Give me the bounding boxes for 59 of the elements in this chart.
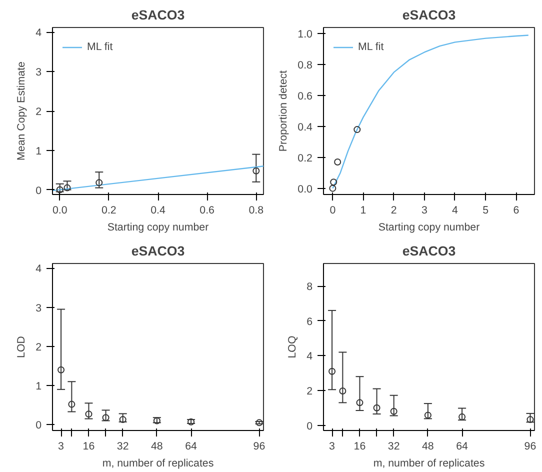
x-tick-label: 3 [329,440,336,452]
chart-title: eSACO3 [402,8,456,22]
chart-title: eSACO3 [131,8,185,22]
x-tick-label: 2 [390,204,397,216]
y-tick-label: 4 [306,350,313,363]
y-tick-label: 0.0 [298,183,313,196]
x-tick-label: 32 [116,440,129,452]
y-tick-label: 0 [36,420,42,432]
legend-label: ML fit [87,41,113,53]
y-tick-label: 2 [36,341,42,354]
y-tick-label: 1.0 [298,28,313,41]
x-tick-label: 96 [524,440,536,452]
chart-title: eSACO3 [131,244,185,258]
x-tick-label: 0.8 [248,204,264,216]
y-tick-label: 2 [306,385,313,398]
x-tick-label: 0.4 [150,204,166,216]
x-axis-title: m, number of replicates [102,458,214,470]
x-tick-label: 0.2 [102,204,116,216]
x-tick-label: 0.0 [52,204,68,216]
x-axis-title: m, number of replicates [373,458,485,470]
x-tick-label: 64 [456,440,468,452]
y-tick-label: 4 [36,27,42,40]
y-tick-label: 0 [36,184,42,197]
y-tick-label: 0.2 [298,152,313,164]
y-axis-title: Proportion detect [278,70,290,152]
x-tick-label: 96 [253,440,266,452]
x-tick-label: 6 [513,204,520,216]
y-axis-title: LOD [16,336,28,358]
x-tick-label: 48 [151,440,163,452]
y-tick-label: 1 [36,145,42,158]
x-tick-label: 5 [482,204,489,216]
x-axis-title: Starting copy number [378,222,480,234]
x-tick-label: 0.6 [200,204,215,216]
chart-title: eSACO3 [402,244,456,258]
y-axis-title: Mean Copy Estimate [16,61,28,160]
y-tick-label: 0.8 [298,60,313,72]
y-tick-label: 4 [36,263,42,276]
y-tick-label: 0.6 [298,90,313,103]
x-tick-label: 3 [58,440,64,452]
y-tick-label: 2 [36,106,42,118]
y-axis-title: LOQ [286,336,299,358]
x-tick-label: 16 [354,440,366,452]
x-tick-label: 0 [330,204,336,216]
y-tick-label: 0 [306,420,313,432]
y-tick-label: 3 [36,66,42,79]
legend-label: ML fit [358,41,384,53]
x-tick-label: 16 [82,440,95,452]
x-tick-label: 64 [185,440,198,452]
x-tick-label: 48 [422,440,434,452]
x-tick-label: 4 [452,204,458,216]
x-tick-label: 3 [421,204,428,216]
x-tick-label: 1 [360,204,366,216]
y-tick-label: 3 [36,302,42,314]
y-tick-label: 6 [306,316,313,328]
y-tick-label: 1 [36,380,42,393]
x-axis-title: Starting copy number [107,222,210,234]
y-tick-label: 8 [306,281,313,294]
y-tick-label: 0.4 [298,121,313,134]
x-tick-label: 32 [388,440,400,452]
